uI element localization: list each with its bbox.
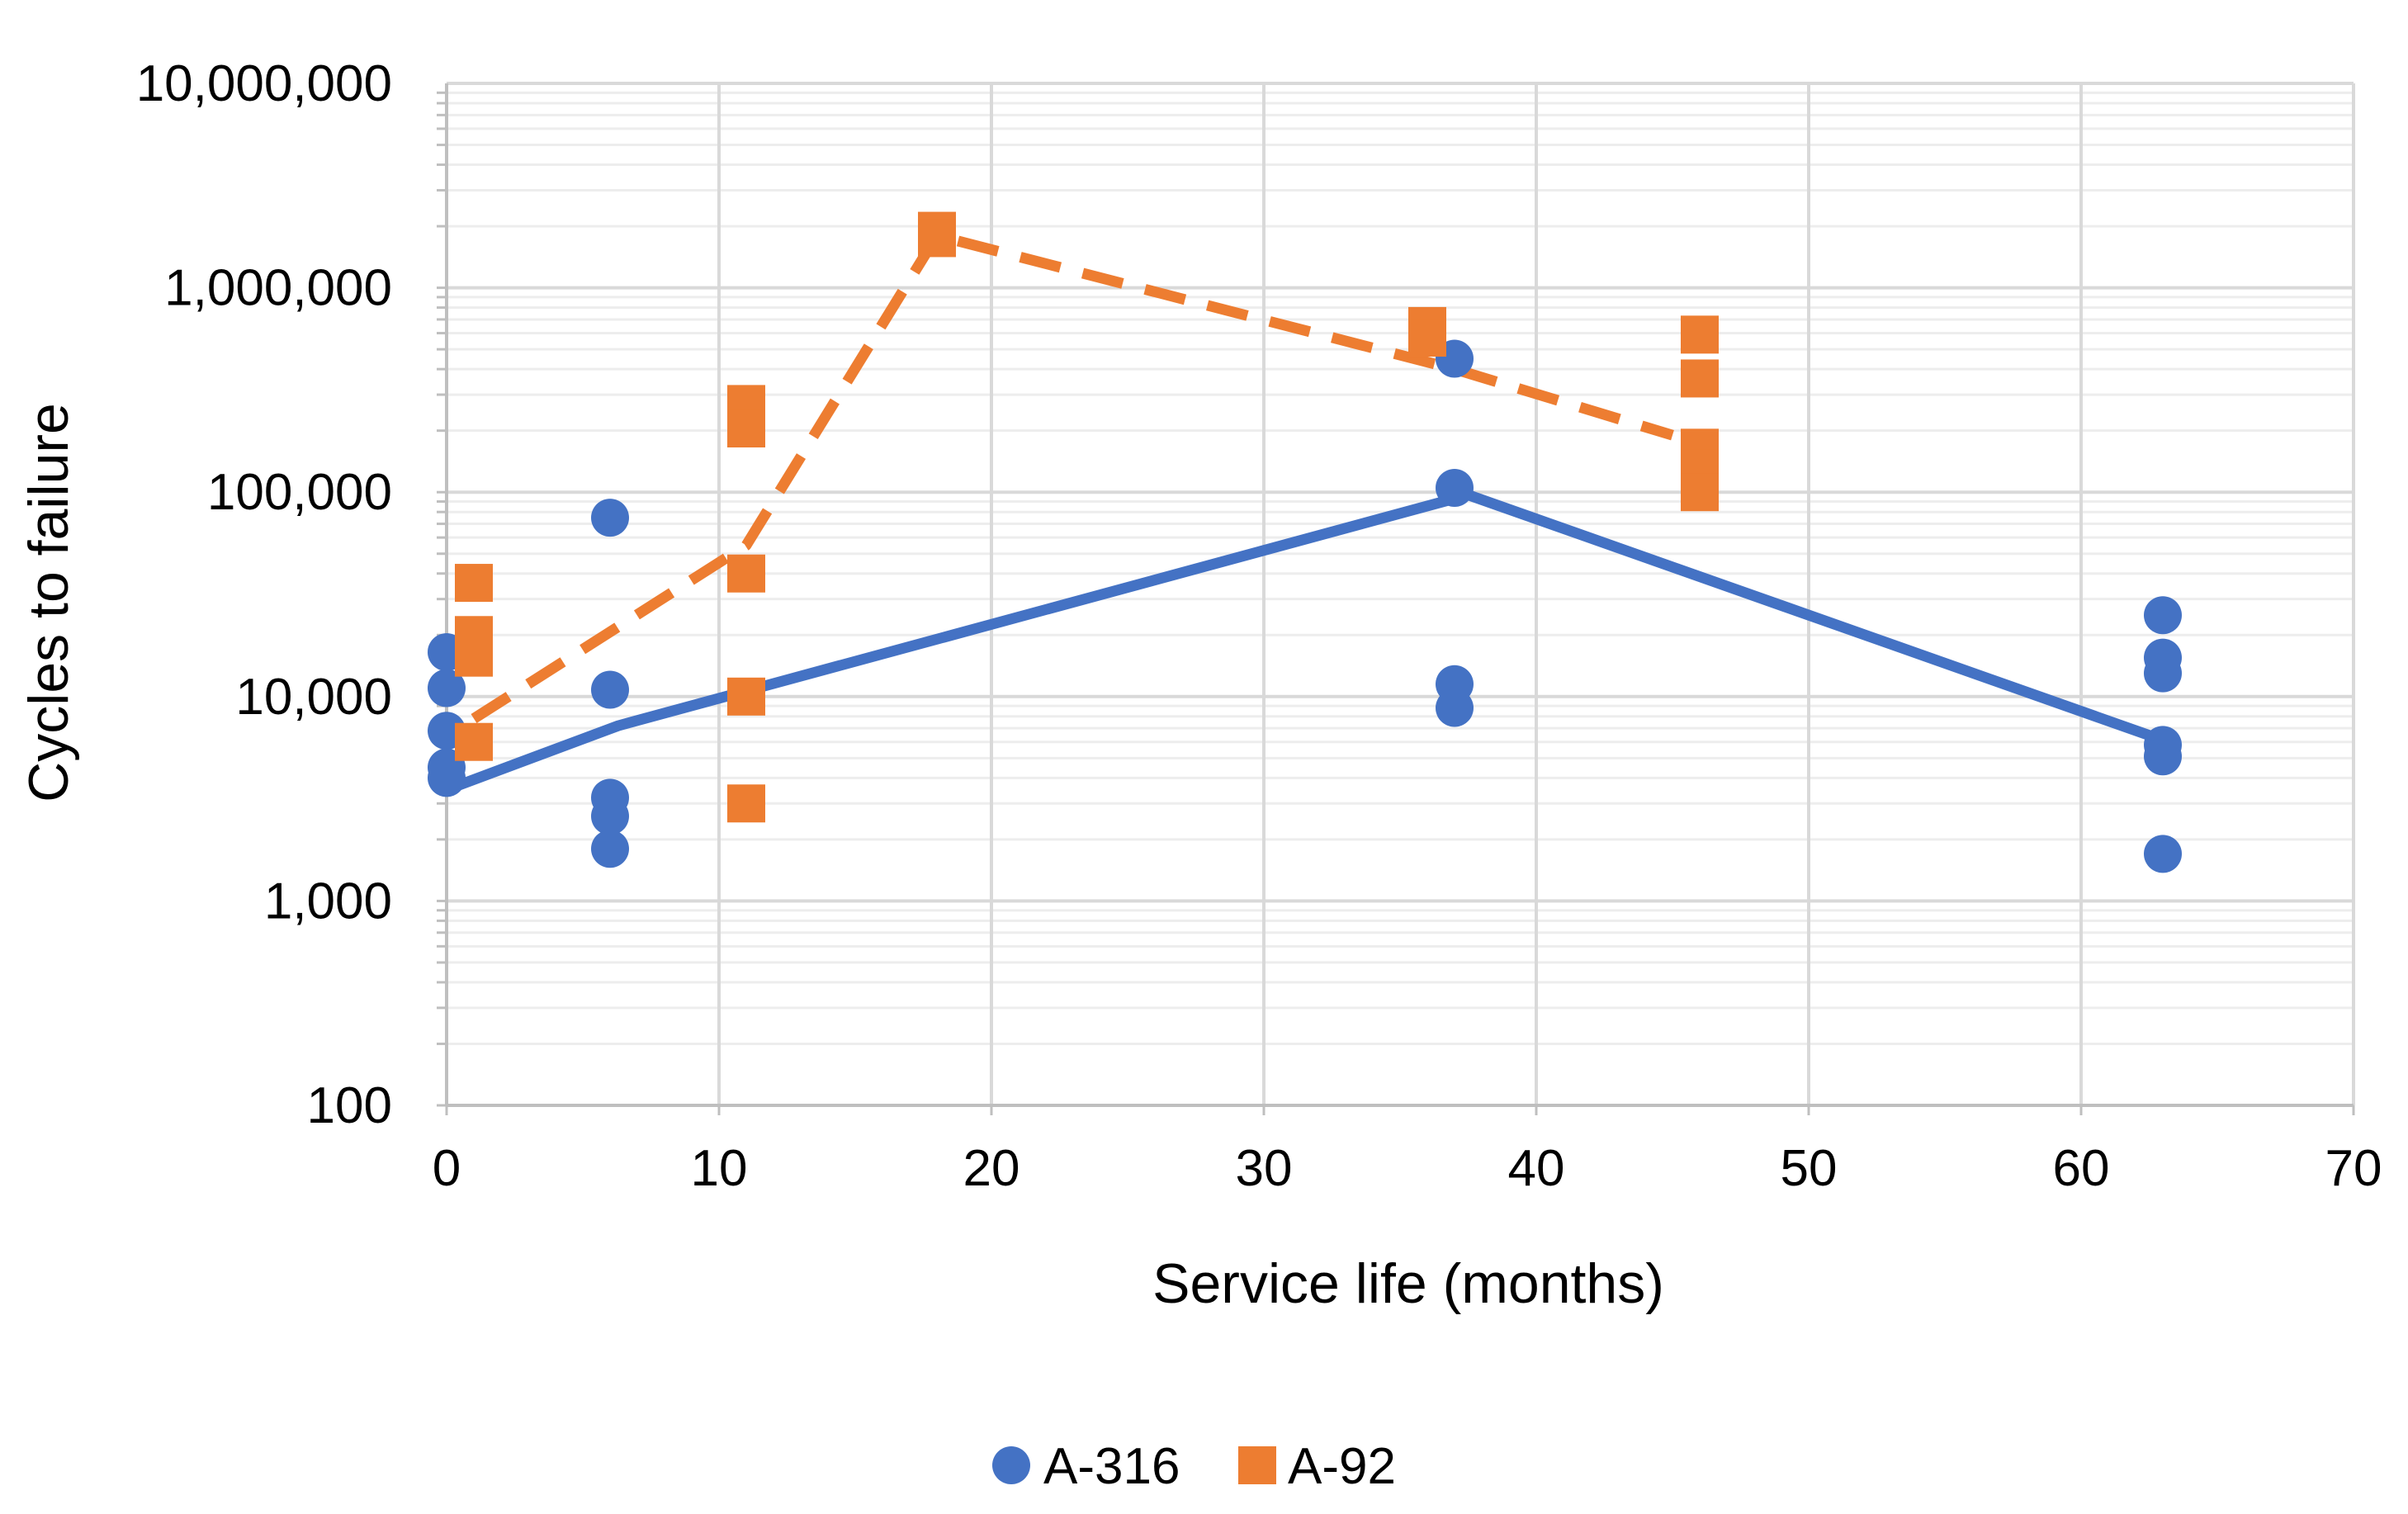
legend-label-a316: A-316 [1043, 1438, 1180, 1495]
x-tick-label: 0 [433, 1140, 461, 1197]
data-point-a-316 [591, 830, 629, 868]
x-tick-label: 20 [963, 1140, 1020, 1197]
data-point-a-92 [1681, 315, 1719, 354]
data-point-a-316 [591, 797, 629, 835]
data-point-a-92 [727, 677, 765, 716]
data-point-a-316 [2144, 654, 2182, 693]
data-point-a-92 [918, 219, 956, 258]
minor-grid [447, 91, 2354, 1045]
data-point-a-316 [2144, 737, 2182, 776]
y-axis-title: Cycles to failure [17, 403, 80, 802]
legend-marker-a316 [992, 1446, 1030, 1484]
data-point-a-92 [455, 638, 493, 677]
x-tick-labels: 0 10 20 30 40 50 60 70 [433, 1140, 2382, 1197]
trend-line-a-92 [471, 229, 1674, 723]
data-point-a-92 [1408, 319, 1446, 357]
legend-label-a92: A-92 [1288, 1438, 1396, 1495]
trend-lines [444, 229, 2179, 795]
data-point-a-316 [1436, 468, 1474, 507]
x-tick-label: 30 [1236, 1140, 1293, 1197]
data-point-a-316 [591, 670, 629, 709]
y-tick-label: 100,000 [207, 464, 392, 521]
y-tick-label: 100 [307, 1077, 392, 1134]
data-point-a-316 [2144, 596, 2182, 635]
x-tick-label: 70 [2325, 1140, 2382, 1197]
data-point-a-92 [455, 564, 493, 603]
data-point-a-316 [2144, 835, 2182, 873]
data-point-a-92 [727, 784, 765, 823]
x-tick-label: 10 [691, 1140, 748, 1197]
major-grid [445, 82, 2355, 1107]
y-tick-label: 1,000 [264, 873, 392, 930]
data-point-a-92 [1681, 473, 1719, 512]
legend: A-316 A-92 [992, 1438, 1396, 1495]
y-tick-label: 10,000,000 [136, 55, 392, 112]
y-tick-label: 10,000 [235, 669, 392, 726]
data-point-a-92 [727, 409, 765, 448]
y-tick-labels: 100 1,000 10,000 100,000 1,000,000 10,000,000 [136, 55, 392, 1134]
trend-line-a-316 [444, 490, 2179, 795]
data-point-a-316 [428, 759, 466, 797]
x-tick-label: 60 [2053, 1140, 2110, 1197]
data-point-a-92 [1681, 359, 1719, 398]
data-point-a-316 [591, 499, 629, 537]
data-points [428, 211, 2182, 873]
data-point-a-316 [428, 669, 466, 707]
data-point-a-92 [727, 554, 765, 593]
data-point-a-316 [1436, 688, 1474, 727]
x-tick-label: 50 [1781, 1140, 1838, 1197]
x-tick-label: 40 [1508, 1140, 1565, 1197]
y-tick-label: 1,000,000 [164, 260, 392, 317]
data-point-a-92 [455, 722, 493, 761]
legend-marker-a92 [1238, 1446, 1276, 1484]
x-axis-title: Service life (months) [1152, 1252, 1664, 1315]
